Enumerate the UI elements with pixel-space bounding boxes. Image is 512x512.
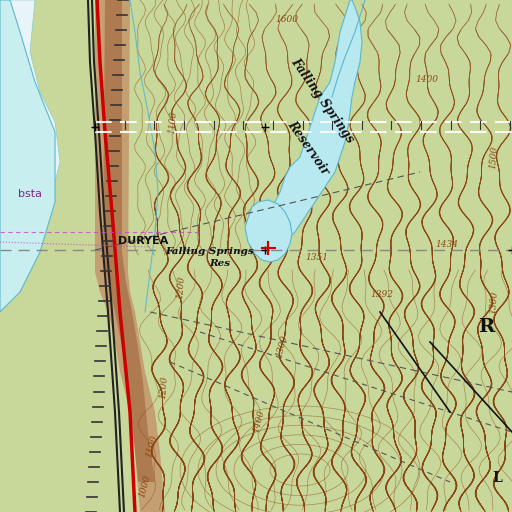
Text: 1300: 1300 — [275, 334, 290, 359]
Text: 1300: 1300 — [488, 290, 499, 314]
Text: L: L — [492, 471, 502, 485]
Text: 1100: 1100 — [167, 110, 178, 134]
Text: Falling Springs: Falling Springs — [165, 247, 254, 256]
Text: 1500: 1500 — [488, 145, 499, 169]
Polygon shape — [245, 200, 292, 262]
Text: Res: Res — [209, 259, 230, 268]
Polygon shape — [0, 0, 60, 232]
Text: 1392: 1392 — [370, 290, 393, 299]
Polygon shape — [95, 0, 165, 512]
Text: 1100: 1100 — [145, 435, 160, 459]
Text: 1400: 1400 — [252, 410, 267, 434]
Text: bsta: bsta — [18, 189, 42, 199]
Polygon shape — [265, 0, 362, 247]
Text: DURYEA: DURYEA — [118, 236, 168, 246]
Text: 1400: 1400 — [415, 75, 438, 84]
Text: Falling Springs: Falling Springs — [288, 55, 356, 145]
Text: Reservoir: Reservoir — [285, 118, 331, 177]
Polygon shape — [0, 0, 55, 312]
Polygon shape — [103, 0, 155, 482]
Text: 1351: 1351 — [305, 253, 328, 262]
Text: 1600: 1600 — [275, 15, 298, 24]
Text: 1200: 1200 — [158, 375, 169, 399]
Text: 1434: 1434 — [435, 240, 458, 249]
Text: 1000: 1000 — [138, 475, 153, 499]
Text: R: R — [478, 318, 494, 336]
Text: 1200: 1200 — [175, 275, 186, 299]
